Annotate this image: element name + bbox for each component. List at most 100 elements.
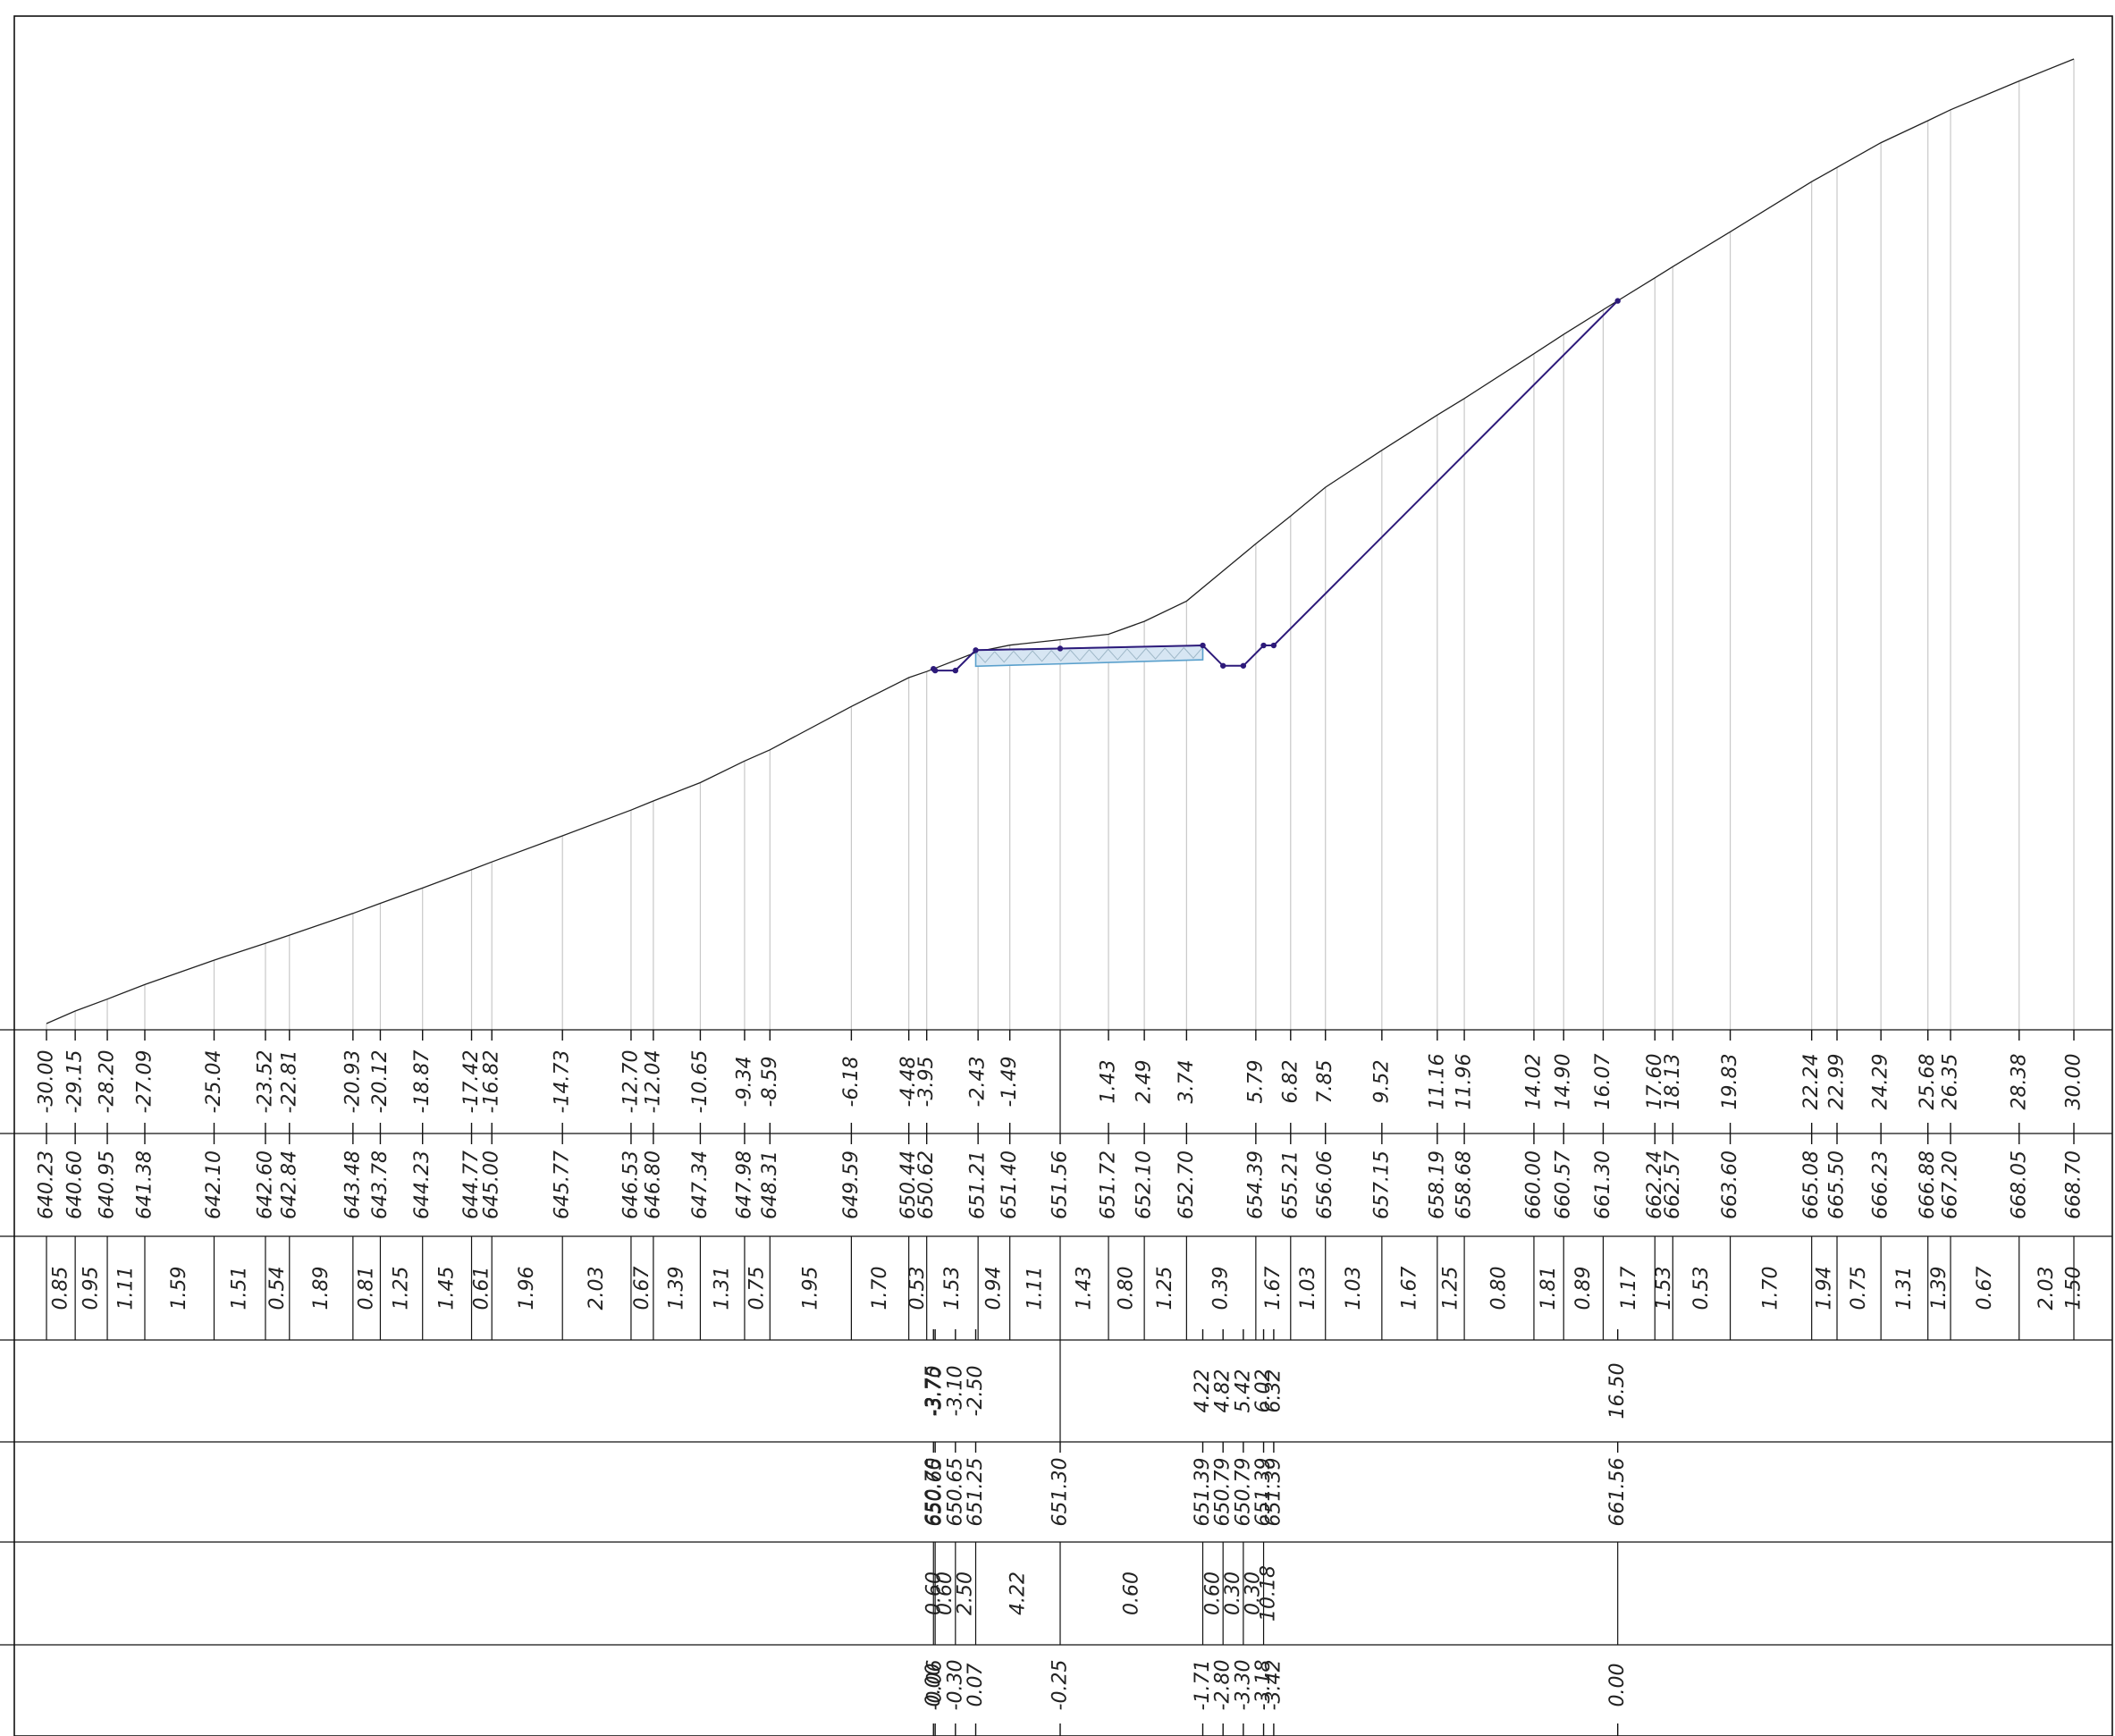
pavement-hatch [1126,648,1147,661]
design-distance-label: 0.60 [1120,1572,1142,1615]
ground-distance-label: 0.54 [266,1267,289,1310]
offset-label: -17.42 [460,1050,483,1114]
offset-label: 11.96 [1454,1054,1476,1110]
design-offset-label: 4.22 [1192,1369,1214,1413]
ground-distance-label: 1.03 [1343,1267,1365,1310]
ground-distance-label: 1.31 [1893,1267,1916,1310]
design-elevation-label: 661.56 [1606,1458,1629,1527]
pavement-hatch [1050,649,1071,662]
design-vertex [1240,662,1247,669]
pavement-hatch [1032,650,1052,662]
offset-label: -1.49 [999,1057,1021,1108]
ground-elevation-label: 647.34 [689,1150,712,1219]
ground-elevation-label: 645.00 [481,1150,503,1219]
height-difference-label: 0.07 [965,1664,987,1707]
offset-label: -22.81 [278,1050,300,1114]
ground-elevation-label: 658.68 [1454,1150,1476,1219]
design-offset-label: 4.82 [1212,1369,1234,1413]
station-guides [46,59,2075,1030]
design-offset-label: -3.75 [923,1366,945,1417]
ground-elevation-label: 643.48 [341,1150,364,1219]
design-distance-label: 4.22 [1007,1572,1029,1615]
ground-distance-label: 1.51 [229,1267,251,1310]
offset-label: -12.70 [619,1050,642,1114]
offset-label: 25.68 [1917,1054,1939,1110]
ground-distance-label: 1.70 [869,1267,891,1310]
pavement-hatch [1183,646,1203,660]
offset-label: 2.49 [1133,1060,1156,1104]
ground-elevation-label: 640.23 [36,1150,58,1219]
offset-label: 26.35 [1940,1054,1962,1110]
offset-label: -16.82 [481,1050,503,1114]
ground-distance-label: 0.53 [1690,1267,1713,1310]
ground-elevation-label: 644.77 [460,1150,483,1219]
ground-elevation-label: 650.44 [897,1150,920,1219]
ground-elevation-label: 650.62 [915,1150,938,1219]
ground-elevation-label: 658.19 [1426,1150,1448,1219]
ground-distance-label: 0.95 [80,1267,103,1310]
frame-border [13,15,2113,1736]
ground-elevation-label: 649.59 [840,1150,863,1219]
ground-elevation-label: 652.70 [1175,1150,1198,1219]
design-vertex [1614,298,1621,304]
ground-distance-label: 1.89 [310,1267,333,1310]
height-difference-label: -1.71 [1192,1660,1214,1711]
ground-distance-label: 0.61 [470,1267,493,1310]
pavement-hatch [1089,648,1109,662]
height-difference-label: -0.06 [924,1660,947,1711]
ground-distance-label: 0.81 [356,1267,378,1310]
ground-distance-label: 2.03 [586,1267,608,1310]
offset-label: -23.52 [254,1050,276,1114]
offset-label: 17.60 [1644,1054,1666,1110]
design-vertex [973,647,979,653]
pavement-hatch [1013,650,1033,662]
ground-distance-label: 0.80 [1488,1267,1511,1310]
design-elevation-label: 651.39 [1192,1458,1214,1527]
height-difference-label: -2.80 [1212,1660,1234,1711]
design-vertex [1200,642,1206,649]
ground-distance-label: 1.67 [1398,1267,1420,1310]
ground-elevation-label: 642.84 [278,1150,300,1219]
offset-label: -6.18 [840,1057,863,1108]
ground-distance-label: 0.53 [906,1267,929,1310]
ground-elevation-label: 651.21 [967,1150,990,1219]
design-elevation-label: 651.30 [1049,1458,1072,1527]
design-vertex [1219,662,1226,669]
ground-elevation-label: 645.77 [552,1150,574,1219]
offset-label: 5.79 [1244,1060,1267,1104]
ground-distance-label: 1.81 [1538,1267,1560,1310]
ground-elevation-label: 642.10 [203,1150,225,1219]
ground-distance-label: 1.39 [1928,1267,1951,1310]
ground-distance-label: 0.39 [1210,1267,1233,1310]
height-difference-label: -3.42 [1262,1660,1285,1711]
design-vertex [931,667,939,674]
offset-label: -4.48 [897,1057,920,1108]
pavement-hatch [975,651,996,663]
ground-distance-label: 1.17 [1618,1267,1640,1310]
pavement-hatch [1108,648,1128,661]
ground-distance-label: 1.11 [115,1267,138,1310]
ground-distance-label: 1.50 [2063,1267,2086,1310]
ground-distance-label: 1.67 [1262,1267,1285,1310]
ground-distance-label: 0.67 [631,1267,653,1310]
design-line [932,299,1619,672]
offset-label: 22.24 [1800,1054,1823,1110]
pavement-hatch [1069,649,1090,662]
ground-distance-label: 1.25 [1154,1267,1176,1310]
design-elevation-label: 651.39 [1252,1458,1275,1527]
ground-elevation-label: 644.23 [411,1150,434,1219]
ground-elevation-label: 665.50 [1826,1150,1849,1219]
ground-elevation-label: 667.20 [1940,1150,1962,1219]
offset-label: 19.83 [1719,1054,1741,1110]
offset-label: 1.43 [1098,1060,1120,1104]
design-elevation-label: 650.65 [944,1458,966,1527]
offset-label: -20.12 [369,1050,392,1114]
design-distance-label: 10.18 [1258,1565,1280,1622]
offset-label: 14.02 [1522,1054,1545,1110]
ground-distance-label: 1.45 [436,1267,459,1310]
height-difference-label: 0.00 [1606,1664,1629,1707]
ground-elevation-label: 666.88 [1917,1150,1939,1219]
ground-distance-label: 1.96 [516,1267,538,1310]
design-elevation-label: 650.79 [1232,1458,1254,1527]
ground-distance-label: 1.25 [391,1267,413,1310]
